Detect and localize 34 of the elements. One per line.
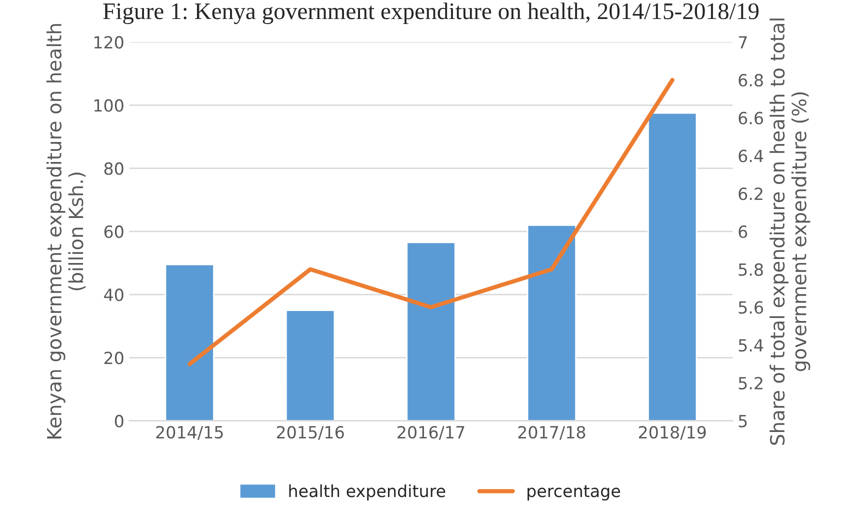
y2-tick-label: 6.6 [738,112,764,124]
y2-tick-label: 6.8 [738,74,763,87]
y2-axis-title: Share of total expenditure on health to total government expenditure (%) [770,18,810,445]
y2-tick-label: 6 [738,225,748,238]
chart-title: Figure 1: Kenya government expenditure on health, 2014/15-2018/19 [103,2,759,24]
x-tick-label: 2018/19 [638,426,706,440]
y-tick-label: 20 [104,352,124,364]
y2-tick-label: 6.4 [738,150,764,162]
y-tick-label: 120 [94,36,124,49]
bar [526,224,577,421]
y-tick-label: 40 [104,288,124,302]
bar [285,310,336,421]
x-tick-label: 2016/17 [398,426,464,440]
y-tick-label: 60 [104,225,124,238]
legend-label: health expenditure [289,484,446,500]
y-tick-label: 0 [114,414,124,428]
y2-tick-label: 5.6 [738,301,764,314]
y2-tick-label: 6.2 [738,188,762,200]
y-tick-label: 80 [104,162,124,175]
bar [406,242,456,421]
y2-tick-label: 5.4 [738,339,764,352]
line-series [188,78,674,366]
legend-label: percentage [528,485,620,500]
y2-tick-label: 5.2 [738,376,762,390]
x-tick-label: 2014/15 [156,426,223,440]
y2-tick-label: 7 [738,36,747,48]
y2-tick-label: 5 [738,414,747,428]
y-axis-title: Kenyan government expenditure on health (billion Ksh.) [46,24,86,438]
y2-tick-label: 5.8 [738,263,763,276]
x-tick-label: 2017/18 [518,426,586,440]
y-tick-label: 100 [94,99,124,112]
x-tick-label: 2015/16 [276,426,344,440]
bar [164,264,214,421]
bar [648,112,698,421]
